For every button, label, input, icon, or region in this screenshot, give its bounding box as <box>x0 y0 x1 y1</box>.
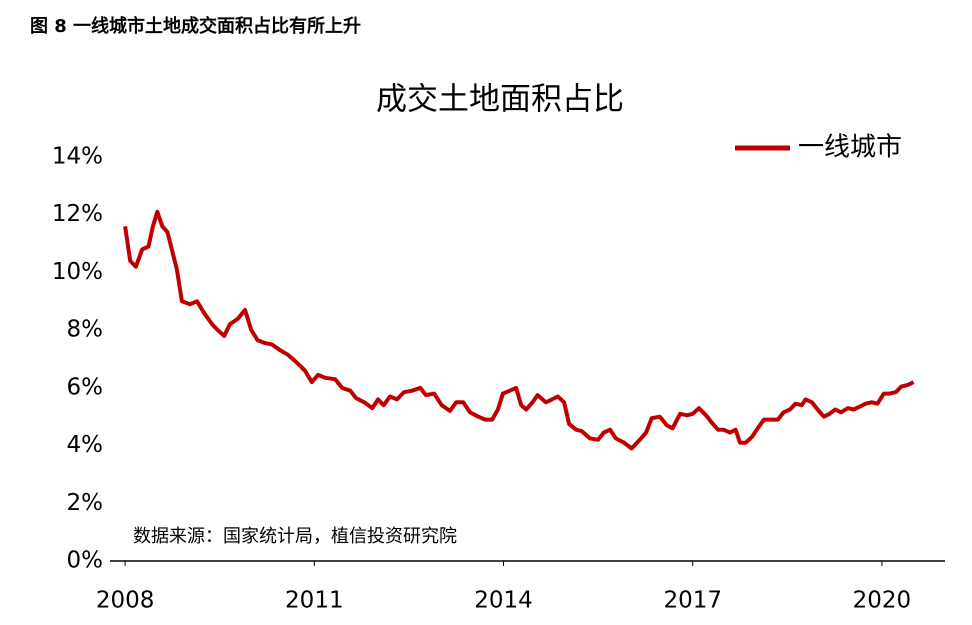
x-tick-label: 2017 <box>663 588 722 614</box>
y-tick-label: 14% <box>52 144 103 170</box>
y-tick-label: 6% <box>67 374 104 400</box>
y-tick-label: 0% <box>67 548 104 574</box>
figure-caption: 图 8 一线城市土地成交面积占比有所上升 <box>30 15 361 37</box>
chart-title: 成交土地面积占比 <box>376 82 624 118</box>
x-tick-label: 2011 <box>285 588 344 614</box>
x-tick-label: 2008 <box>96 588 155 614</box>
source-note: 数据来源：国家统计局，植信投资研究院 <box>133 526 457 547</box>
x-tick-label: 2020 <box>853 588 912 614</box>
y-tick-label: 12% <box>52 201 103 227</box>
legend-label: 一线城市 <box>798 133 902 163</box>
y-tick-label: 2% <box>67 490 104 516</box>
y-tick-label: 10% <box>52 259 103 285</box>
data-line <box>123 209 915 451</box>
y-tick-label: 4% <box>67 432 104 458</box>
x-tick-label: 2014 <box>474 588 533 614</box>
y-tick-label: 8% <box>67 317 104 343</box>
